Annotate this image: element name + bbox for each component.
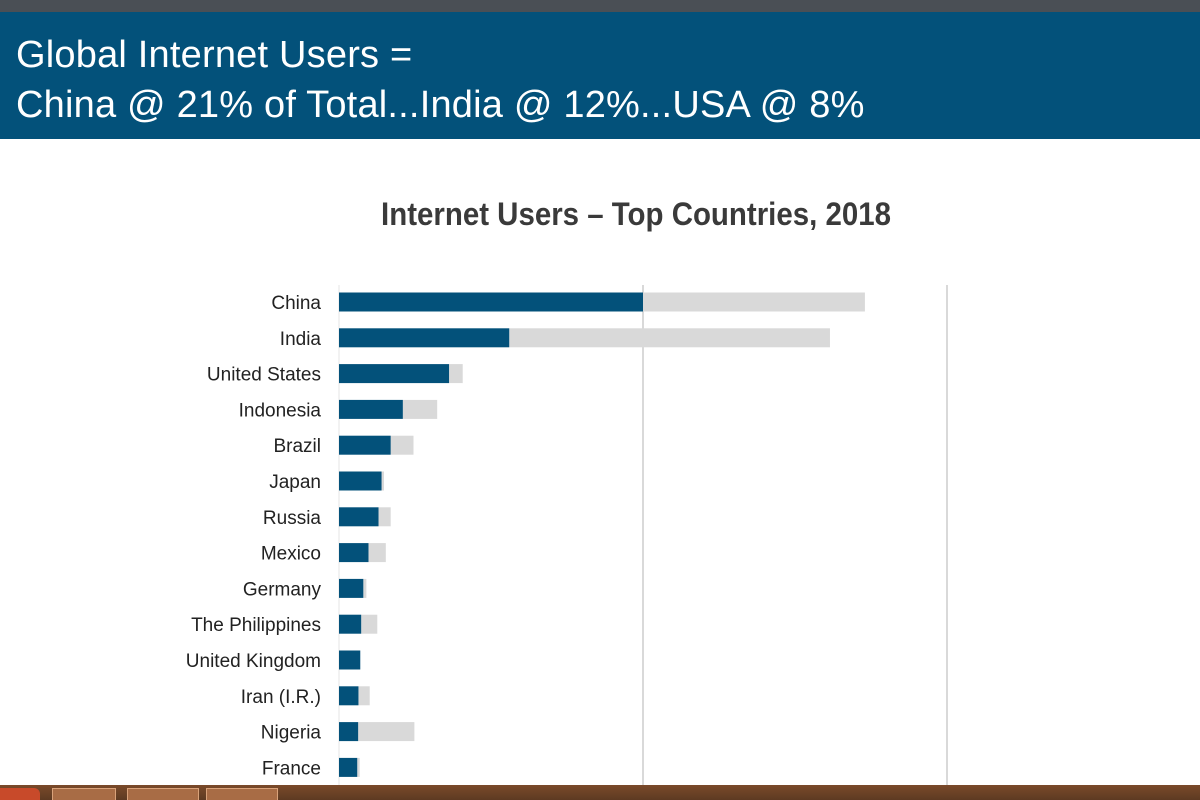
bar-users-united-kingdom: [339, 650, 361, 670]
bar-non-users-china: [643, 292, 865, 312]
start-button[interactable]: [0, 788, 40, 800]
category-label: India: [280, 329, 322, 350]
bar-users-russia: [339, 507, 379, 527]
header-line-1: Global Internet Users =: [16, 34, 413, 76]
os-taskbar: [0, 785, 1200, 800]
bar-non-users-indonesia: [402, 399, 438, 419]
taskbar-app-button[interactable]: [52, 788, 116, 800]
bar-non-users-india: [509, 328, 830, 348]
bar-users-germany: [339, 578, 364, 598]
category-label: Russia: [263, 508, 322, 529]
bar-users-iran-i-r-: [339, 686, 359, 706]
category-label: United States: [207, 365, 321, 386]
category-label: Japan: [269, 472, 321, 493]
bar-users-france: [339, 757, 358, 777]
chart-title: Internet Users – Top Countries, 2018: [381, 196, 891, 232]
bar-non-users-japan: [381, 471, 384, 491]
category-label: The Philippines: [191, 615, 321, 636]
bar-users-united-states: [339, 364, 450, 384]
bar-non-users-mexico: [368, 543, 386, 563]
bar-non-users-russia: [378, 507, 391, 527]
bar-non-users-iran-i-r-: [358, 686, 370, 706]
bar-users-china: [339, 292, 643, 312]
bar-users-india: [339, 328, 510, 348]
bar-non-users-germany: [363, 578, 367, 598]
slide-header-banner: Global Internet Users = China @ 21% of T…: [0, 12, 1200, 139]
category-label: France: [262, 758, 321, 779]
taskbar-app-button[interactable]: [127, 788, 199, 800]
taskbar-app-button[interactable]: [206, 788, 278, 800]
bar-users-indonesia: [339, 399, 403, 419]
category-label: Brazil: [273, 436, 321, 457]
category-label: Indonesia: [239, 400, 322, 421]
window-top-strip: [0, 0, 1200, 12]
category-label: United Kingdom: [186, 651, 321, 672]
header-line-2: China @ 21% of Total...India @ 12%...USA…: [16, 84, 865, 126]
bar-non-users-nigeria: [358, 722, 415, 742]
bar-users-nigeria: [339, 722, 359, 742]
bar-non-users-brazil: [390, 435, 414, 455]
category-label: Nigeria: [261, 723, 322, 744]
bar-users-mexico: [339, 543, 369, 563]
bar-non-users-france: [357, 757, 360, 777]
bar-users-japan: [339, 471, 382, 491]
category-label: Germany: [243, 579, 322, 600]
bar-users-the-philippines: [339, 614, 362, 634]
category-label: Iran (I.R.): [241, 687, 321, 708]
bar-non-users-the-philippines: [361, 614, 378, 634]
category-label: Mexico: [261, 544, 321, 565]
bar-non-users-united-states: [449, 364, 463, 384]
bar-users-brazil: [339, 435, 391, 455]
category-label: China: [271, 293, 321, 314]
